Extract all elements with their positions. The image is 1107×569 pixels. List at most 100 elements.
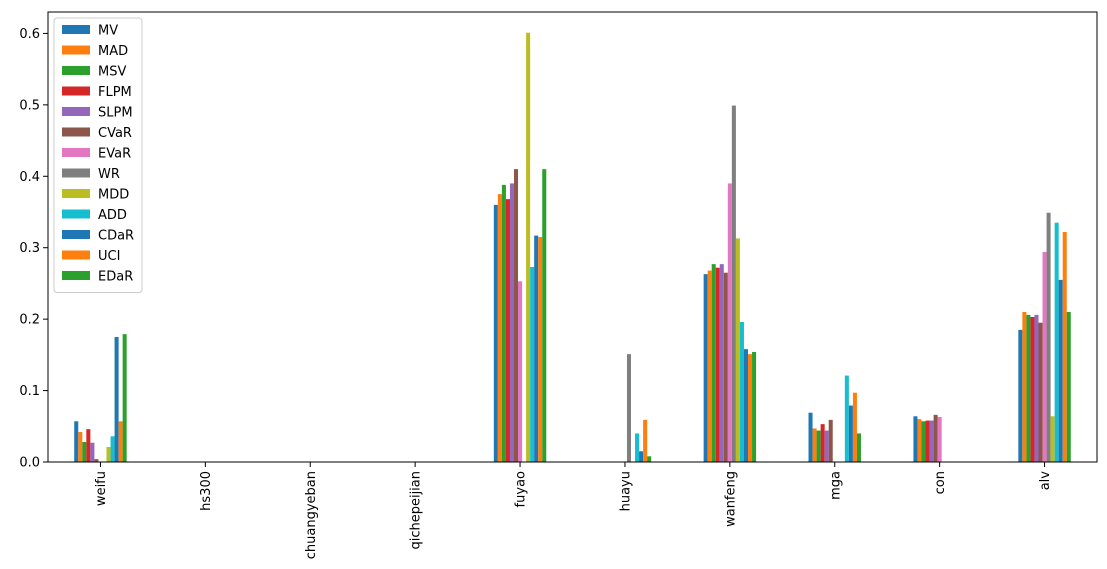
legend-label-uci: UCI	[98, 249, 120, 264]
bar-mad-alv	[1022, 312, 1027, 462]
bar-add-wanfeng	[739, 322, 744, 462]
x-axis: weifu hs300 chuangyeban qichepeijian fuyao hu…	[94, 462, 1053, 559]
bar-add-huayu	[635, 433, 640, 462]
bar-edar-weifu	[122, 334, 127, 462]
bar-mad-mga	[812, 428, 817, 462]
bar-evar-fuyao	[518, 281, 523, 462]
bar-edar-alv	[1066, 312, 1071, 462]
bar-uci-mga	[852, 392, 857, 462]
legend-swatch-flpm	[62, 86, 90, 96]
x-tick-label-mga: mga	[828, 471, 843, 500]
legend-swatch-mdd	[62, 189, 90, 198]
x-tick-label-wanfeng: wanfeng	[723, 471, 738, 527]
bar-wr-huayu	[626, 354, 631, 462]
bar-msv-wanfeng	[711, 264, 716, 462]
bar-mv-wanfeng	[703, 274, 708, 462]
plot-frame	[47, 11, 1098, 463]
bar-cdar-alv	[1058, 279, 1063, 462]
x-tick-label-qichepeijian: qichepeijian	[409, 471, 424, 550]
legend-swatch-mv	[62, 25, 90, 34]
legend-label-cdar: CDaR	[98, 229, 134, 244]
bar-mv-mga	[808, 412, 813, 462]
bar-flpm-wanfeng	[715, 267, 720, 462]
bar-cvar-mga	[828, 419, 833, 462]
bar-mdd-fuyao	[526, 32, 531, 463]
bar-wr-alv	[1046, 212, 1051, 462]
bar-edar-wanfeng	[752, 352, 757, 462]
bar-msv-weifu	[82, 442, 87, 462]
bar-edar-huayu	[647, 456, 652, 462]
bar-msv-fuyao	[501, 184, 506, 463]
legend-label-mdd: MDD	[98, 188, 129, 203]
x-tick-label-fuyao: fuyao	[514, 471, 529, 507]
bar-add-weifu	[110, 436, 115, 462]
bar-slpm-mga	[824, 430, 829, 462]
legend-label-edar: EDaR	[98, 270, 133, 285]
bar-cvar-alv	[1038, 322, 1043, 462]
bar-mv-fuyao	[493, 204, 498, 463]
bar-uci-alv	[1062, 232, 1067, 462]
bar-mad-weifu	[78, 432, 83, 462]
bar-msv-alv	[1026, 314, 1031, 462]
bar-mad-fuyao	[497, 194, 502, 462]
bar-mv-con	[913, 416, 918, 462]
bar-flpm-con	[925, 420, 930, 462]
legend-label-msv: MSV	[98, 65, 126, 80]
bar-uci-wanfeng	[748, 354, 753, 462]
bar-mdd-wanfeng	[735, 238, 740, 462]
bar-flpm-mga	[820, 424, 825, 462]
x-tick-label-hs300: hs300	[199, 471, 214, 511]
bar-flpm-weifu	[86, 429, 91, 462]
y-axis: 0.0 0.1 0.2 0.3 0.4 0.5 0.6	[19, 27, 48, 471]
bar-uci-weifu	[118, 421, 123, 462]
legend-swatch-add	[62, 209, 90, 219]
y-tick-label: 0.0	[19, 456, 40, 471]
y-tick-label: 0.5	[19, 98, 40, 113]
legend-label-slpm: SLPM	[98, 106, 133, 121]
bar-cvar-weifu	[94, 459, 99, 462]
bar-edar-mga	[856, 433, 861, 462]
legend: MV MAD MSV FLPM SLPM CVaR EVaR WR MDD ADD CDaR UCI E…	[53, 17, 143, 293]
legend-label-cvar: CVaR	[98, 126, 132, 141]
bar-evar-alv	[1042, 252, 1047, 462]
bar-cvar-fuyao	[514, 169, 519, 462]
bar-msv-mga	[816, 430, 821, 462]
bar-slpm-con	[929, 420, 934, 462]
legend-swatch-uci	[62, 250, 90, 260]
legend-swatch-wr	[62, 168, 90, 178]
bar-slpm-weifu	[90, 442, 95, 462]
legend-swatch-evar	[62, 148, 90, 157]
y-tick-label: 0.4	[19, 170, 40, 185]
bar-slpm-wanfeng	[719, 264, 724, 462]
y-tick-label: 0.3	[19, 241, 40, 256]
bar-mdd-weifu	[106, 447, 111, 462]
bars-layer	[74, 32, 1071, 463]
x-tick-label-huayu: huayu	[618, 471, 633, 511]
bar-evar-con	[937, 417, 942, 462]
bar-slpm-alv	[1034, 314, 1039, 462]
x-tick-label-weifu: weifu	[94, 471, 109, 506]
x-tick-label-alv: alv	[1038, 471, 1053, 491]
bar-evar-wanfeng	[727, 183, 732, 462]
bar-cdar-wanfeng	[743, 349, 748, 462]
x-tick-label-chuangyeban: chuangyeban	[304, 471, 319, 559]
bar-uci-huayu	[643, 419, 648, 462]
bar-wr-wanfeng	[731, 105, 736, 462]
bar-add-fuyao	[530, 267, 535, 462]
bar-mv-weifu	[74, 421, 79, 462]
legend-swatch-mad	[62, 45, 90, 55]
bar-cvar-con	[933, 414, 938, 462]
bar-cdar-huayu	[639, 451, 644, 462]
legend-label-mv: MV	[98, 24, 118, 39]
bar-mad-con	[917, 419, 922, 462]
bar-cdar-mga	[848, 405, 853, 462]
legend-swatch-msv	[62, 66, 90, 75]
legend-label-wr: WR	[98, 167, 120, 182]
bar-cvar-wanfeng	[723, 272, 728, 462]
bar-uci-fuyao	[538, 237, 543, 462]
y-tick-label: 0.6	[19, 27, 40, 42]
bar-msv-con	[921, 421, 926, 462]
bar-slpm-fuyao	[509, 183, 514, 462]
